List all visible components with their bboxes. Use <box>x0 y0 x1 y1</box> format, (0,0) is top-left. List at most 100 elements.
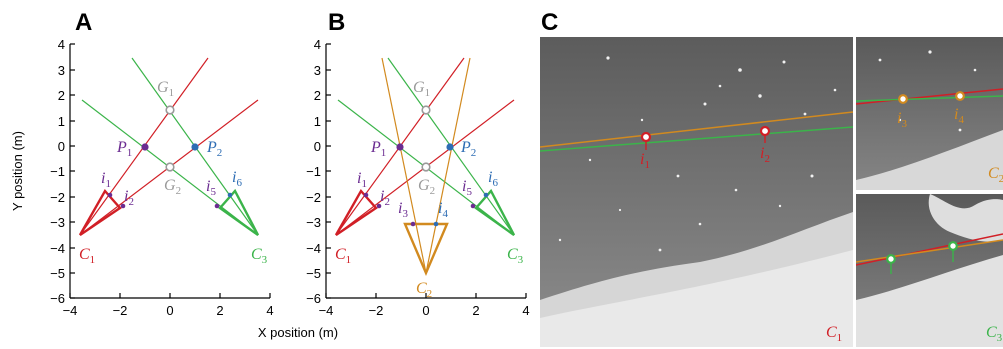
photo-label-c3: C3 <box>986 324 1003 344</box>
label-p1: P1 <box>116 139 132 159</box>
camera-c3-cone <box>218 188 260 236</box>
detection-i1 <box>640 131 652 143</box>
label-i1: i1 <box>357 170 367 190</box>
photo-camera-1: i1 i2 C1 <box>540 37 853 347</box>
y-tick-label: 4 <box>58 37 65 52</box>
point-p1 <box>141 143 149 151</box>
y-tick-label: 4 <box>314 37 321 52</box>
epipolar-line-red <box>856 233 1003 266</box>
y-tick-label: −2 <box>306 190 321 205</box>
point-i5 <box>470 203 476 209</box>
label-c2: C2 <box>416 280 432 300</box>
x-tick-label: 0 <box>166 303 173 318</box>
point-p2 <box>191 143 199 151</box>
point-i3 <box>410 221 416 227</box>
y-tick-label: −3 <box>306 215 321 230</box>
epipolar-line-orange <box>856 239 1003 263</box>
detection-i4 <box>955 91 965 101</box>
y-tick-label: −1 <box>306 164 321 179</box>
label-g1: G1 <box>157 79 174 99</box>
panel-b-letter: B <box>328 9 345 36</box>
photo-camera-3: C3 <box>856 194 1003 347</box>
panel-a-letter: A <box>75 9 92 36</box>
panel-a: A 4 3 2 1 0 −1 −2 −3 −4 −5 −6 <box>10 9 274 318</box>
x-tick-label: 2 <box>472 303 479 318</box>
point-i2 <box>120 203 126 209</box>
panel-b: B 4 3 2 1 0 −1 −2 −3 −4 −5 −6 <box>306 9 529 318</box>
y-tick-label: 2 <box>58 88 65 103</box>
y-tick-label: 3 <box>314 63 321 78</box>
point-i5 <box>214 203 220 209</box>
epipolar-line-red <box>856 88 1003 105</box>
panel-a-x-tick-marks <box>69 293 271 298</box>
x-tick-label: −2 <box>113 303 128 318</box>
panel-b-x-tick-marks <box>325 293 527 298</box>
point-p1 <box>396 143 404 151</box>
x-tick-label: −4 <box>63 303 78 318</box>
label-c3: C3 <box>507 246 524 266</box>
point-g2 <box>165 162 175 172</box>
panel-c-letter: C <box>541 9 558 36</box>
camera-c2-cone <box>403 222 449 277</box>
y-tick-label: −4 <box>50 241 65 256</box>
y-tick-label: −4 <box>306 241 321 256</box>
y-tick-label: 0 <box>58 139 65 154</box>
label-i4: i4 <box>438 200 448 220</box>
y-tick-label: −6 <box>306 291 321 306</box>
detection-i6 <box>948 241 958 251</box>
label-i4: i4 <box>954 106 964 126</box>
x-tick-label: −4 <box>319 303 334 318</box>
x-tick-label: 4 <box>266 303 273 318</box>
detection-i5 <box>886 254 896 264</box>
label-i5: i5 <box>462 178 472 198</box>
label-i5: i5 <box>206 178 216 198</box>
y-tick-label: 1 <box>58 114 65 129</box>
label-i1: i1 <box>101 170 111 190</box>
photo-camera-2: i3 i4 C2 <box>856 37 1003 190</box>
point-i4 <box>433 221 439 227</box>
photo-label-c1: C1 <box>826 324 842 344</box>
label-i3: i3 <box>897 110 907 130</box>
panel-b-y-tick-marks <box>326 43 331 299</box>
y-tick-label: −3 <box>50 215 65 230</box>
epipolar-line-green <box>540 126 853 152</box>
bird-specks <box>558 56 837 252</box>
label-i1: i1 <box>640 151 650 171</box>
y-tick-label: 3 <box>58 63 65 78</box>
ray-c2-i3 <box>381 57 427 274</box>
point-g1 <box>165 105 175 115</box>
label-i6: i6 <box>488 169 498 189</box>
epipolar-line-orange <box>540 111 853 148</box>
label-g1: G1 <box>413 79 430 99</box>
point-g2 <box>421 162 431 172</box>
label-i2: i2 <box>124 188 134 208</box>
y-tick-label: −2 <box>50 190 65 205</box>
label-i2: i2 <box>760 145 770 165</box>
label-c1: C1 <box>79 246 95 266</box>
label-g2: G2 <box>164 177 181 197</box>
panel-a-y-tick-marks <box>70 43 75 299</box>
y-tick-label: −1 <box>50 164 65 179</box>
epipolar-line-green <box>856 95 1003 102</box>
y-tick-label: 0 <box>314 139 321 154</box>
ray-c2-i4 <box>425 57 471 274</box>
label-i3: i3 <box>398 200 408 220</box>
point-i2 <box>376 203 382 209</box>
point-i1 <box>363 192 369 198</box>
x-axis-label: X position (m) <box>258 325 338 340</box>
point-g1 <box>421 105 431 115</box>
label-i2: i2 <box>380 188 390 208</box>
label-p2: P2 <box>206 139 222 159</box>
detection-i3 <box>898 94 908 104</box>
x-tick-label: 0 <box>422 303 429 318</box>
y-tick-label: −5 <box>306 266 321 281</box>
detection-i2 <box>759 125 771 137</box>
label-p2: P2 <box>460 139 476 159</box>
x-tick-label: 2 <box>216 303 223 318</box>
label-i6: i6 <box>232 169 242 189</box>
point-i6 <box>483 192 489 198</box>
y-tick-label: 1 <box>314 114 321 129</box>
label-c3: C3 <box>251 246 268 266</box>
photo-label-c2: C2 <box>988 165 1003 185</box>
